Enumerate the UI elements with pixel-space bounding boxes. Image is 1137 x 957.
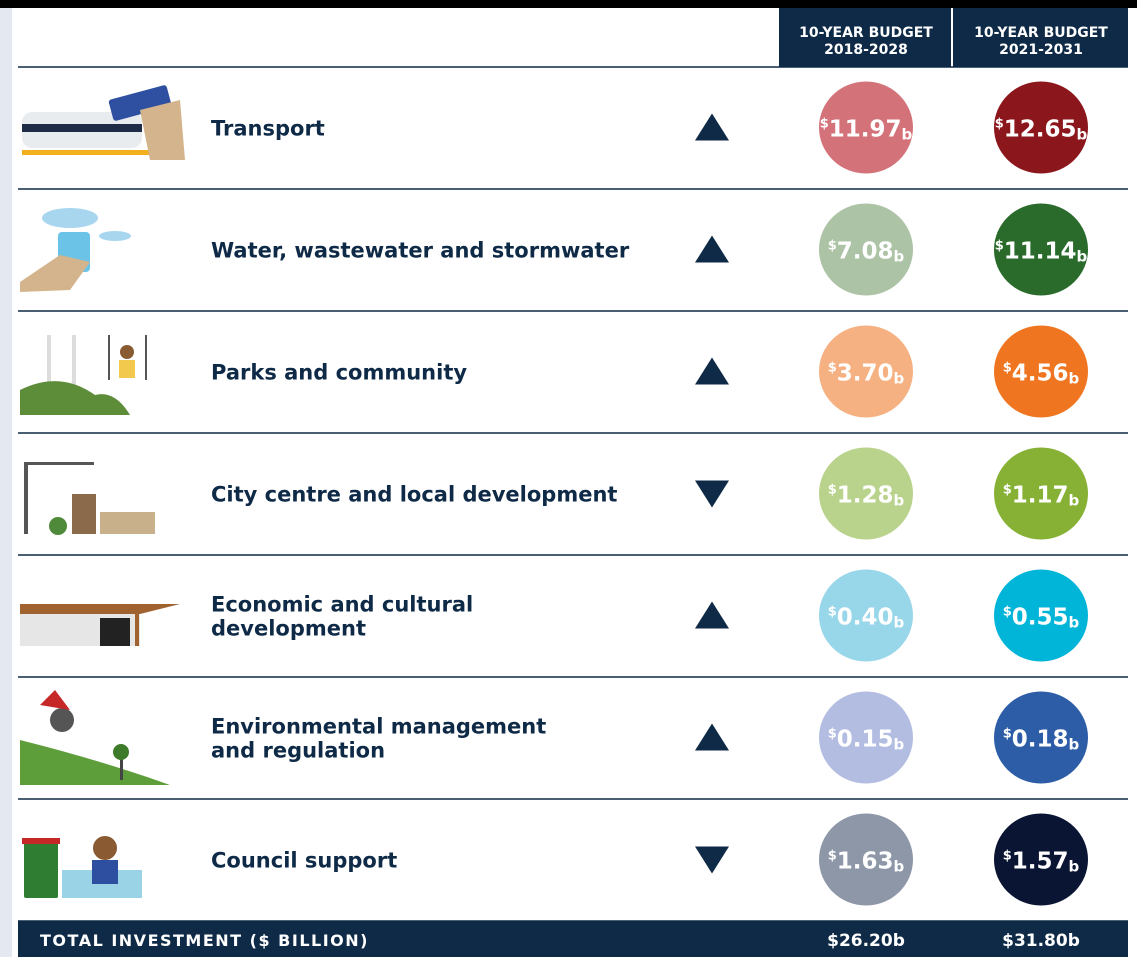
budget-scale: b <box>1069 858 1080 876</box>
budget-unit: $ <box>995 239 1004 254</box>
budget-scale: b <box>894 248 905 266</box>
budget-amount: 11.97 <box>829 117 902 143</box>
budget-value: $1.63b <box>828 849 905 876</box>
budget-amount: 1.28 <box>837 483 894 509</box>
row-label: and regulation <box>211 739 385 763</box>
row-label: Transport <box>211 117 325 141</box>
row-label: development <box>211 617 366 641</box>
icon-water <box>20 208 131 292</box>
budget-unit: $ <box>1003 605 1012 620</box>
icon-environment <box>20 690 170 785</box>
budget-value: $0.55b <box>1003 605 1080 632</box>
budget-amount: 1.57 <box>1012 849 1069 875</box>
header-text: 10-YEAR BUDGET <box>799 25 933 41</box>
budget-unit: $ <box>828 727 837 742</box>
budget-value: $1.17b <box>1003 483 1080 510</box>
row-label: Council support <box>211 849 397 873</box>
budget-value: $4.56b <box>1003 361 1080 388</box>
budget-amount: 0.15 <box>837 727 894 753</box>
row-label: Parks and community <box>211 361 467 385</box>
budget-amount: 12.65 <box>1004 117 1077 143</box>
budget-value: $11.97b <box>820 117 913 144</box>
budget-scale: b <box>894 370 905 388</box>
row-label: Environmental management <box>211 715 546 739</box>
budget-value: $12.65b <box>995 117 1088 144</box>
budget-value: $3.70b <box>828 361 905 388</box>
icon-parks <box>20 335 147 415</box>
budget-scale: b <box>894 614 905 632</box>
icon-transport <box>22 85 185 160</box>
header-text: 10-YEAR BUDGET <box>974 25 1108 41</box>
budget-unit: $ <box>995 117 1004 132</box>
budget-scale: b <box>894 858 905 876</box>
trend-up <box>695 358 729 385</box>
budget-unit: $ <box>828 361 837 376</box>
budget-amount: 1.63 <box>837 849 894 875</box>
budget-amount: 11.14 <box>1004 239 1077 265</box>
row-label: Water, wastewater and stormwater <box>211 239 630 263</box>
budget-unit: $ <box>828 849 837 864</box>
budget-amount: 1.17 <box>1012 483 1069 509</box>
budget-scale: b <box>1069 614 1080 632</box>
total-label: TOTAL INVESTMENT ($ BILLION) <box>40 931 369 950</box>
budget-amount: 0.55 <box>1012 605 1069 631</box>
icon-council <box>22 836 142 898</box>
budget-value: $1.57b <box>1003 849 1080 876</box>
budget-unit: $ <box>828 483 837 498</box>
page: 10-YEAR BUDGET2018-202810-YEAR BUDGET202… <box>0 0 1137 957</box>
total-value: $26.20b <box>827 931 905 951</box>
budget-scale: b <box>894 736 905 754</box>
side-strip <box>0 8 12 957</box>
budget-amount: 0.40 <box>837 605 894 631</box>
budget-value: $0.15b <box>828 727 905 754</box>
budget-amount: 4.56 <box>1012 361 1069 387</box>
budget-amount: 7.08 <box>837 239 894 265</box>
row-label: City centre and local development <box>211 483 617 507</box>
trend-up <box>695 724 729 751</box>
budget-scale: b <box>1069 370 1080 388</box>
budget-scale: b <box>1069 736 1080 754</box>
budget-unit: $ <box>1003 849 1012 864</box>
row-label: Economic and cultural <box>211 593 473 617</box>
budget-unit: $ <box>820 117 829 132</box>
trend-down <box>695 847 729 874</box>
budget-amount: 0.18 <box>1012 727 1069 753</box>
budget-scale: b <box>1069 492 1080 510</box>
trend-down <box>695 481 729 508</box>
header-text: 2018-2028 <box>824 42 908 58</box>
icon-economic <box>20 604 180 646</box>
budget-amount: 3.70 <box>837 361 894 387</box>
budget-unit: $ <box>1003 361 1012 376</box>
budget-value: $0.18b <box>1003 727 1080 754</box>
budget-unit: $ <box>828 605 837 620</box>
budget-scale: b <box>894 492 905 510</box>
total-value: $31.80b <box>1002 931 1080 951</box>
header-text: 2021-2031 <box>999 42 1083 58</box>
budget-unit: $ <box>828 239 837 254</box>
trend-up <box>695 602 729 629</box>
budget-unit: $ <box>1003 727 1012 742</box>
top-bar <box>0 0 1137 8</box>
budget-scale: b <box>1077 248 1088 266</box>
budget-unit: $ <box>1003 483 1012 498</box>
budget-table: 10-YEAR BUDGET2018-202810-YEAR BUDGET202… <box>0 0 1137 957</box>
icon-city <box>24 462 155 535</box>
budget-value: $1.28b <box>828 483 905 510</box>
budget-value: $11.14b <box>995 239 1088 266</box>
budget-value: $0.40b <box>828 605 905 632</box>
budget-value: $7.08b <box>828 239 905 266</box>
budget-scale: b <box>1077 126 1088 144</box>
budget-scale: b <box>902 126 913 144</box>
trend-up <box>695 114 729 141</box>
trend-up <box>695 236 729 263</box>
